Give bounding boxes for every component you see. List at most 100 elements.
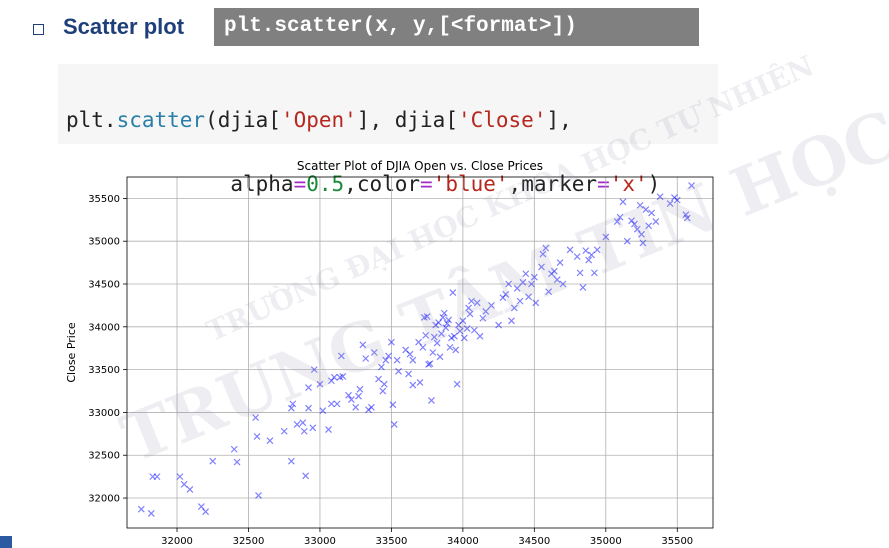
scatter-point [325, 426, 332, 433]
scatter-point [602, 233, 610, 241]
scatter-point [287, 404, 295, 412]
scatter-point [516, 297, 524, 305]
scatter-point [352, 403, 360, 411]
syntax-code-bar: plt.scatter(x, y,[<format>]) [214, 8, 699, 46]
scatter-point [389, 401, 397, 409]
scatter-point [209, 457, 217, 465]
scatter-point [688, 182, 695, 189]
scatter-point [588, 251, 595, 259]
scatter-point [633, 225, 641, 233]
scatter-point [419, 343, 427, 351]
scatter-point [186, 486, 194, 493]
scatter-point [147, 510, 155, 517]
scatter-point [176, 473, 184, 481]
scatter-point [395, 367, 402, 375]
scatter-point [379, 387, 387, 395]
scatter-chart: Scatter Plot of DJIA Open vs. Close Pric… [65, 159, 714, 547]
scatter-point [439, 313, 447, 321]
y-tick-label: 34000 [88, 322, 120, 333]
scatter-point [287, 457, 295, 465]
scatter-point [648, 209, 655, 217]
scatter-point [280, 427, 288, 435]
scatter-point [539, 250, 547, 258]
scatter-point [470, 326, 478, 334]
scatter-point [426, 360, 434, 368]
scatter-point [573, 253, 581, 261]
scatter-point [362, 355, 370, 362]
x-tick-label: 32500 [233, 536, 265, 547]
scatter-point [415, 338, 422, 346]
scatter-point [337, 352, 345, 360]
scatter-point [380, 380, 388, 388]
scatter-point [355, 392, 362, 400]
scatter-point [330, 373, 338, 381]
x-tick-label: 35500 [661, 536, 693, 547]
scatter-point [459, 317, 467, 325]
y-tick-label: 35500 [88, 194, 120, 205]
scatter-point [556, 259, 564, 267]
scatter-point [453, 380, 461, 388]
scatter-point [642, 206, 650, 213]
scatter-point [630, 220, 638, 228]
scatter-point [616, 213, 624, 221]
scatter-point [440, 309, 448, 317]
scatter-point [542, 244, 550, 252]
scatter-point [416, 379, 424, 386]
scatter-point [387, 338, 395, 346]
scatter-point [465, 304, 473, 312]
scatter-point [476, 332, 484, 340]
plot-frame [126, 176, 714, 529]
scatter-point [559, 280, 567, 288]
scatter-point [456, 327, 464, 335]
scatter-point [436, 353, 444, 361]
scatter-point [519, 278, 527, 286]
scatter-point [463, 325, 471, 332]
scatter-point [550, 267, 558, 275]
y-tick-label: 32500 [88, 451, 120, 462]
scatter-point [442, 324, 450, 332]
corner-logo [0, 536, 12, 548]
x-tick-label: 32000 [161, 536, 193, 547]
scatter-point [422, 331, 430, 339]
code-block: plt.scatter(djia['Open'], djia['Close'],… [58, 64, 718, 196]
scatter-point [409, 356, 417, 364]
scatter-point [316, 380, 324, 388]
scatter-point [428, 397, 435, 404]
scatter-point [202, 508, 210, 516]
scatter-point [230, 445, 238, 453]
scatter-point [683, 214, 691, 222]
scatter-point [510, 304, 518, 312]
scatter-point [593, 246, 601, 254]
scatter-point [590, 269, 598, 277]
scatter-point [502, 290, 510, 298]
scatter-point [446, 343, 454, 351]
scatter-point [339, 373, 347, 380]
scatter-point [585, 256, 593, 264]
y-axis-label: Close Price [65, 322, 78, 383]
scatter-point [438, 330, 445, 338]
scatter-point [327, 400, 335, 408]
scatter-point [233, 458, 241, 466]
y-tick-label: 33000 [88, 408, 120, 419]
scatter-point [429, 349, 437, 356]
scatter-point [513, 284, 521, 292]
scatter-point [449, 289, 457, 296]
scatter-point [390, 420, 398, 428]
scatter-point [505, 280, 513, 288]
scatter-point [639, 239, 647, 247]
scatter-point [482, 307, 490, 315]
scatter-point [443, 319, 451, 327]
scatter-point [255, 492, 262, 499]
scatter-point [528, 280, 535, 288]
scatter-point [619, 198, 627, 206]
scatter-point [367, 403, 375, 411]
scatter-point [433, 339, 441, 347]
scatter-point [385, 352, 392, 360]
scatter-point [525, 293, 533, 301]
scatter-point [382, 356, 390, 364]
scatter-point [652, 218, 660, 225]
x-tick-label: 34000 [447, 536, 479, 547]
scatter-point [359, 341, 367, 349]
scatter-point [495, 321, 503, 329]
scatter-point [293, 420, 301, 428]
